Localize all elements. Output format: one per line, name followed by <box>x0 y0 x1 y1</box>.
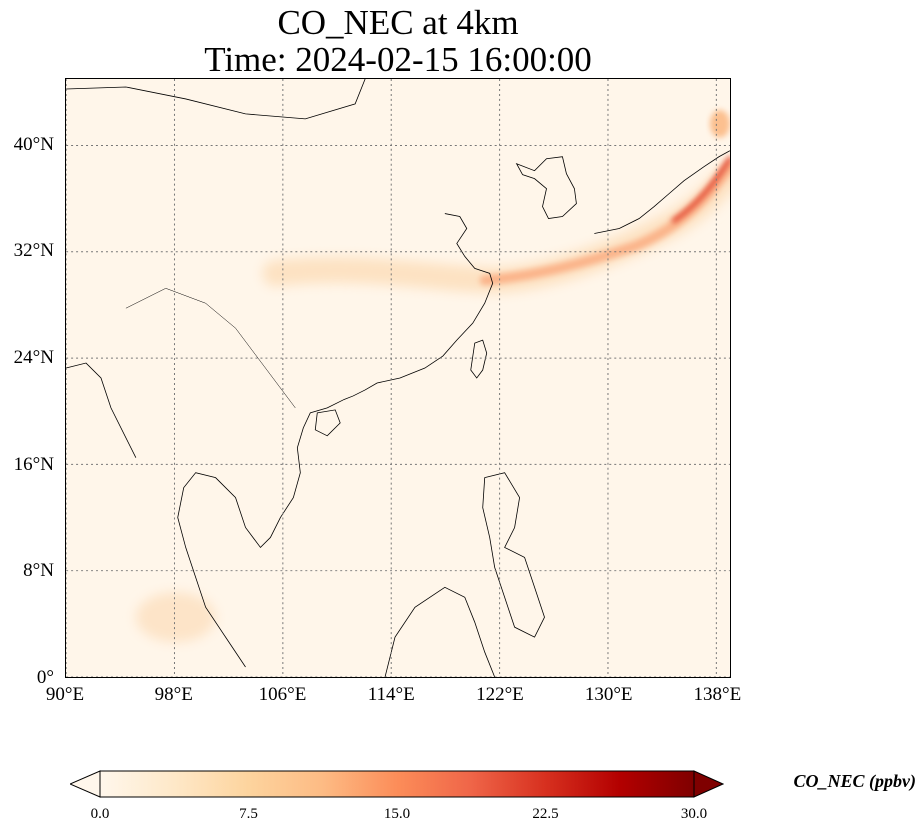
hainan-outline <box>314 409 341 437</box>
colorbar-extend-high <box>693 770 724 798</box>
latitude-label-24n: 24°N <box>13 347 54 368</box>
latitude-label-32n: 32°N <box>13 240 54 262</box>
latitude-label-0: 0° <box>36 667 54 688</box>
co-plume-layer <box>135 109 730 643</box>
colorbar-tick-7-5: 7.5 <box>239 806 258 822</box>
colorbar-tick-0: 0.0 <box>90 806 110 822</box>
colorbar <box>70 770 724 798</box>
japan-coast <box>594 150 730 234</box>
map-canvas <box>66 79 730 677</box>
taiwan-outline <box>470 339 488 379</box>
co-patch-northeast <box>709 109 730 138</box>
longitude-label-114e: 114°E <box>367 684 415 705</box>
longitude-label-90e: 90°E <box>45 684 85 705</box>
co-plume-core <box>479 161 730 286</box>
longitude-label-122e: 122°E <box>476 684 524 705</box>
latitude-label-40n: 40°N <box>13 133 54 155</box>
inland-borders <box>125 288 296 409</box>
colorbar-title: CO_NEC (ppbv) <box>793 771 917 791</box>
colorbar-extend-low <box>70 770 101 798</box>
colorbar-gradient <box>99 770 695 798</box>
philippines-outline <box>482 472 545 638</box>
colorbar-tick-30: 30.0 <box>680 806 708 822</box>
longitude-label-138e: 138°E <box>693 684 742 705</box>
longitude-label-98e: 98°E <box>154 684 193 705</box>
co-patch-southwest <box>135 592 216 643</box>
longitude-label-106e: 106°E <box>258 684 307 705</box>
coastlines-layer <box>66 79 730 677</box>
korea-peninsula <box>515 156 577 219</box>
co-plume-peak <box>671 156 730 224</box>
borneo-outline <box>384 586 496 677</box>
indochina-coast <box>177 399 344 668</box>
latitude-label-16n: 16°N <box>13 453 54 475</box>
china-coastline <box>343 213 494 401</box>
map-title: CO_NEC at 4km <box>277 3 519 42</box>
colorbar-tick-22-5: 22.5 <box>532 806 559 822</box>
bay-of-bengal-coast <box>66 362 137 458</box>
map-panel <box>65 78 731 678</box>
field-background <box>66 79 730 677</box>
latitude-label-8n: 8°N <box>23 560 54 582</box>
mongolia-border <box>66 79 366 120</box>
longitude-label-130e: 130°E <box>584 684 633 705</box>
map-time-subtitle: Time: 2024-02-15 16:00:00 <box>204 40 592 79</box>
colorbar-tick-15: 15.0 <box>383 806 411 822</box>
